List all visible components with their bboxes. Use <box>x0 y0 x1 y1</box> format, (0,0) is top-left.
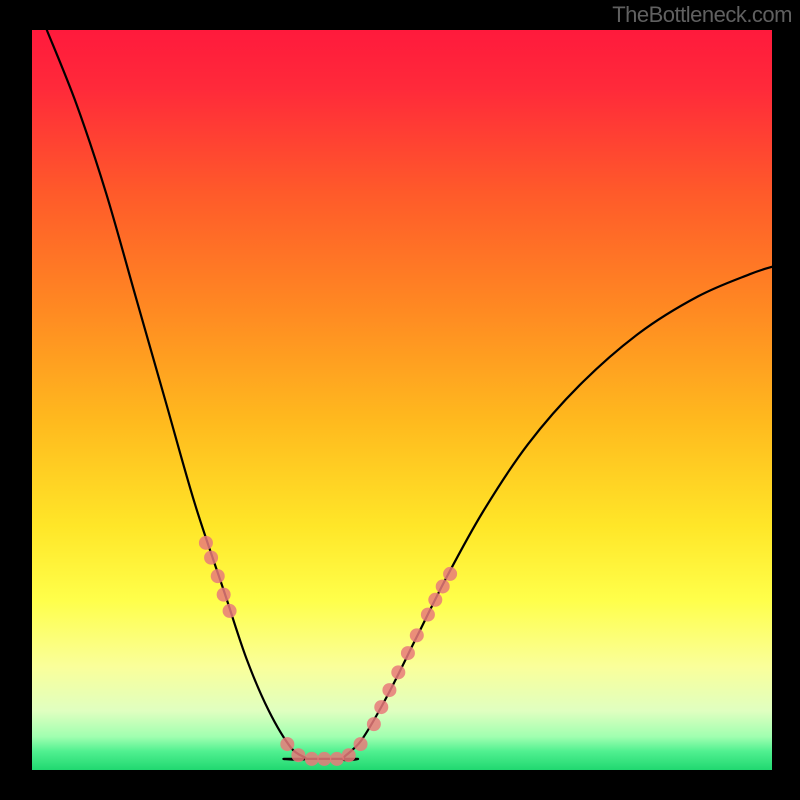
marker-dot <box>211 569 225 583</box>
marker-dot <box>410 628 424 642</box>
marker-dot <box>401 646 415 660</box>
marker-dot <box>443 567 457 581</box>
marker-dot <box>354 737 368 751</box>
marker-dot <box>342 748 356 762</box>
marker-dot <box>305 752 319 766</box>
marker-dot <box>421 608 435 622</box>
marker-dot <box>428 593 442 607</box>
marker-dot <box>204 551 218 565</box>
marker-dot <box>374 700 388 714</box>
bottleneck-chart <box>0 0 800 800</box>
marker-dot <box>382 683 396 697</box>
marker-dot <box>291 748 305 762</box>
plot-background <box>32 30 772 770</box>
marker-dot <box>367 717 381 731</box>
marker-dot <box>391 665 405 679</box>
marker-dot <box>330 752 344 766</box>
marker-dot <box>280 737 294 751</box>
watermark-text: TheBottleneck.com <box>612 2 792 28</box>
chart-container: TheBottleneck.com <box>0 0 800 800</box>
marker-dot <box>317 752 331 766</box>
marker-dot <box>217 588 231 602</box>
marker-dot <box>223 604 237 618</box>
marker-dot <box>199 536 213 550</box>
marker-dot <box>436 579 450 593</box>
